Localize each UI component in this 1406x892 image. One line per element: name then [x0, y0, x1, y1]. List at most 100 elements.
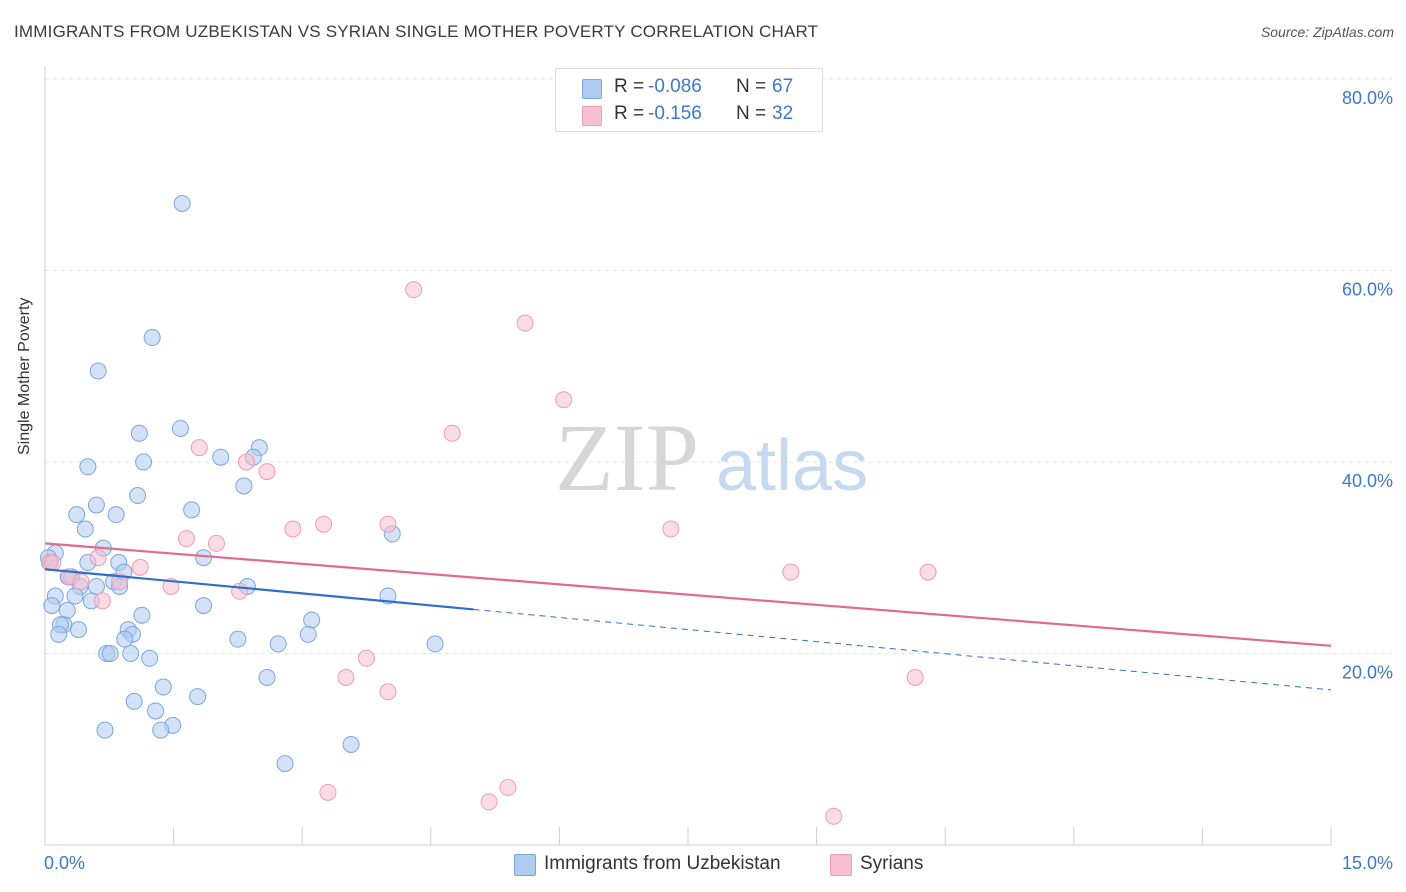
watermark-zip: ZIP: [555, 404, 699, 511]
correlation-stats-box: R = -0.086 N = 67 R = -0.156 N = 32: [555, 68, 823, 132]
r-label: R =: [614, 76, 645, 97]
data-point-uzbekistan: [116, 630, 134, 648]
data-point-syrians: [190, 439, 208, 457]
data-point-uzbekistan: [258, 668, 276, 686]
data-point-syrians: [177, 530, 195, 548]
data-point-uzbekistan: [269, 635, 287, 653]
data-point-uzbekistan: [141, 649, 159, 667]
y-axis-label: Single Mother Poverty: [16, 297, 33, 455]
data-point-uzbekistan: [276, 755, 294, 773]
data-point-uzbekistan: [171, 419, 189, 437]
data-point-syrians: [319, 783, 337, 801]
trend-line-uzbekistan-extension: [473, 608, 1332, 691]
data-point-uzbekistan: [101, 645, 119, 662]
data-point-uzbekistan: [130, 424, 148, 442]
data-point-uzbekistan: [58, 601, 76, 619]
data-point-uzbekistan: [195, 549, 213, 567]
data-point-syrians: [89, 549, 107, 567]
data-point-uzbekistan: [426, 635, 444, 653]
data-point-uzbekistan: [76, 520, 94, 538]
data-point-uzbekistan: [147, 702, 165, 720]
data-point-syrians: [379, 683, 397, 701]
data-point-syrians: [131, 558, 149, 576]
legend-label-uzbekistan: Immigrants from Uzbekistan: [544, 853, 781, 874]
data-point-uzbekistan: [50, 625, 68, 643]
data-point-uzbekistan: [212, 448, 230, 466]
data-point-syrians: [405, 281, 423, 299]
legend-swatch-uzbekistan: [514, 854, 536, 876]
r-value: -0.156: [648, 103, 702, 124]
stats-swatch-syrians: [582, 106, 602, 126]
data-point-uzbekistan: [79, 458, 97, 476]
data-point-uzbekistan: [43, 597, 61, 615]
data-point-syrians: [782, 563, 800, 581]
data-point-uzbekistan: [96, 721, 114, 739]
grid-lines: [45, 78, 1392, 654]
data-point-uzbekistan: [195, 597, 213, 615]
data-point-uzbekistan: [342, 735, 360, 753]
data-point-syrians: [443, 424, 461, 442]
data-point-syrians: [72, 573, 90, 591]
legend-label-syrians: Syrians: [860, 853, 924, 874]
x-tick-label: 0.0%: [44, 853, 85, 873]
data-point-syrians: [237, 453, 255, 471]
data-point-syrians: [93, 592, 111, 610]
source-credit: Source: ZipAtlas.com: [1260, 24, 1394, 40]
data-point-syrians: [258, 463, 276, 481]
data-point-uzbekistan: [87, 577, 105, 595]
watermark: ZIP atlas: [555, 404, 868, 511]
data-point-uzbekistan: [229, 630, 247, 648]
legend-swatch-syrians: [830, 854, 852, 876]
data-point-uzbekistan: [122, 645, 140, 662]
trend-lines: [44, 542, 1332, 691]
data-point-syrians: [337, 668, 355, 686]
stats-row-syrians: R = -0.156 N = 32: [556, 100, 822, 128]
data-point-syrians: [379, 515, 397, 533]
data-point-uzbekistan: [107, 506, 125, 524]
data-point-uzbekistan: [154, 678, 172, 696]
data-point-uzbekistan: [135, 453, 153, 471]
chart-title: IMMIGRANTS FROM UZBEKISTAN VS SYRIAN SIN…: [14, 22, 819, 41]
stats-row-uzbekistan: R = -0.086 N = 67: [556, 73, 822, 101]
data-point-uzbekistan: [143, 329, 161, 347]
x-tick-labels: 0.0% 15.0%: [44, 853, 1393, 873]
data-point-syrians: [358, 649, 375, 667]
data-point-syrians: [555, 391, 573, 409]
x-tick-label: 15.0%: [1342, 853, 1393, 873]
data-point-syrians: [906, 668, 924, 686]
data-point-syrians: [825, 807, 843, 825]
data-point-uzbekistan: [87, 496, 105, 514]
data-point-uzbekistan: [66, 587, 84, 605]
data-point-uzbekistan: [235, 477, 253, 495]
data-point-syrians: [231, 582, 249, 600]
watermark-atlas: atlas: [716, 426, 868, 506]
trend-line-uzbekistan: [44, 568, 474, 611]
data-point-syrians: [284, 520, 302, 538]
n-value: 32: [772, 103, 794, 124]
data-point-syrians: [315, 515, 333, 533]
data-point-uzbekistan: [189, 688, 207, 706]
n-label: N =: [736, 103, 767, 124]
data-point-uzbekistan: [125, 692, 143, 710]
n-value: 67: [772, 76, 794, 97]
data-point-uzbekistan: [183, 501, 201, 519]
data-point-syrians: [516, 314, 534, 332]
data-point-uzbekistan: [133, 606, 151, 624]
data-point-uzbekistan: [303, 611, 321, 629]
data-point-syrians: [499, 779, 517, 797]
data-point-uzbekistan: [152, 721, 170, 739]
y-tick-label: 60.0%: [1342, 280, 1393, 300]
data-point-uzbekistan: [89, 362, 107, 380]
data-point-syrians: [44, 554, 62, 572]
n-label: N =: [736, 76, 767, 97]
series-uzbekistan-points: [39, 194, 444, 773]
trend-line-syrians: [44, 542, 1332, 647]
y-tick-labels: 20.0% 40.0% 60.0% 80.0%: [1342, 88, 1393, 683]
data-point-syrians: [207, 534, 225, 552]
data-point-uzbekistan: [299, 625, 317, 643]
data-point-uzbekistan: [173, 194, 191, 212]
data-point-syrians: [662, 520, 680, 538]
r-value: -0.086: [648, 76, 702, 97]
series-syrians-points: [40, 281, 937, 825]
